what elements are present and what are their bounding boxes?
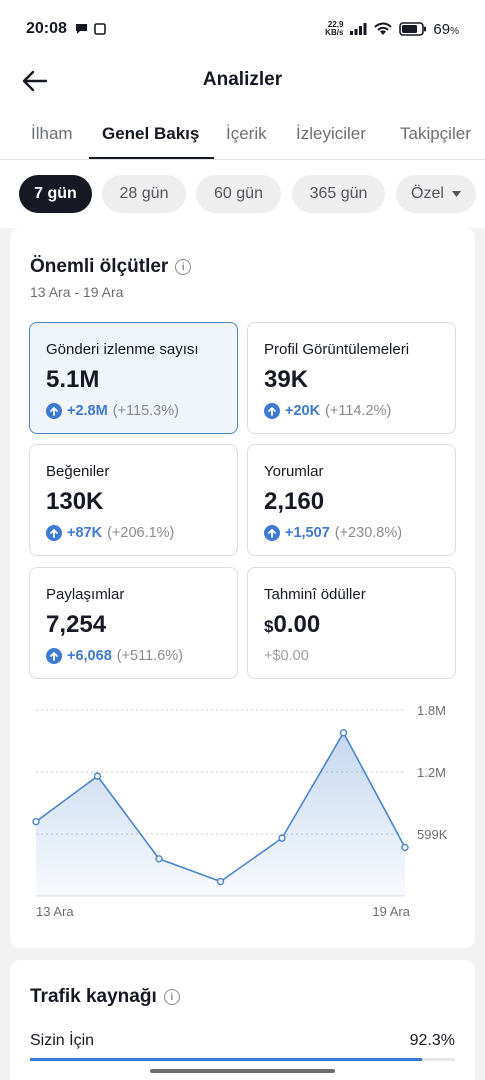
data-point: [339, 729, 348, 737]
metric-value: 130K: [46, 488, 104, 515]
traffic-progress-fill: [30, 1058, 423, 1061]
traffic-source-card: Trafik kaynağı i Sizin İçin 92.3%: [10, 960, 475, 1080]
battery-icon: [399, 22, 427, 36]
arrow-up-icon: [264, 525, 280, 541]
metric-shares[interactable]: Paylaşımlar 7,254 +6,068 (+511.6%): [29, 567, 238, 679]
metric-label: Gönderi izlenme sayısı: [46, 341, 199, 358]
arrow-up-icon: [46, 648, 62, 664]
status-bar: 20:08 22,9 KB/s 69%: [0, 0, 485, 58]
metric-label: Yorumlar: [264, 463, 324, 480]
info-icon[interactable]: i: [163, 989, 180, 1005]
metric-change: +87K (+206.1%): [46, 525, 174, 541]
signal-icon: [350, 23, 367, 35]
filter-365-days[interactable]: 365 gün: [292, 175, 385, 213]
chart-area-fill: [36, 732, 405, 896]
traffic-source-value: 92.3%: [409, 1032, 455, 1049]
page-title: Analizler: [202, 69, 283, 90]
y-tick-label: 599K: [417, 827, 448, 842]
wifi-icon: [374, 22, 393, 35]
x-tick-label: 19 Ara: [372, 904, 410, 919]
data-point: [155, 855, 163, 863]
tab-icerik[interactable]: İçerik: [226, 124, 267, 143]
key-metrics-title: Önemli ölçütler: [30, 256, 169, 277]
info-icon[interactable]: i: [175, 259, 192, 275]
caret-down-icon: [451, 191, 461, 197]
data-point: [401, 843, 409, 852]
date-range: 13 Ara - 19 Ara: [30, 284, 124, 300]
traffic-title: Trafik kaynağı: [30, 986, 157, 1007]
arrow-up-icon: [46, 525, 62, 541]
data-point: [93, 772, 102, 780]
metric-label: Profil Görüntülemeleri: [264, 341, 410, 358]
header: Analizler: [0, 58, 485, 102]
metric-label: Tahminî ödüller: [264, 586, 366, 603]
metric-likes[interactable]: Beğeniler 130K +87K (+206.1%): [29, 444, 238, 556]
key-metrics-header: Önemli ölçütler i: [30, 256, 192, 278]
views-line-chart: 1.8M 1.2M 599K 13 Ara 19 Ara: [32, 703, 448, 919]
filter-60-days[interactable]: 60 gün: [196, 175, 281, 213]
filter-custom-label: Özel: [411, 185, 444, 202]
arrow-up-icon: [46, 403, 62, 419]
traffic-row-for-you: Sizin İçin 92.3%: [30, 1032, 455, 1050]
traffic-header: Trafik kaynağı i: [30, 986, 180, 1008]
net-speed: 22,9 KB/s: [325, 20, 344, 37]
metric-label: Beğeniler: [46, 463, 110, 480]
back-button[interactable]: [18, 64, 52, 98]
arrow-up-icon: [264, 403, 280, 419]
date-filter-bar: 7 gün 28 gün 60 gün 365 gün Özel: [0, 160, 485, 228]
filter-7-days[interactable]: 7 gün: [19, 175, 92, 213]
data-point: [278, 834, 286, 842]
filter-custom[interactable]: Özel: [396, 175, 476, 213]
metric-change: +2.8M (+115.3%): [46, 403, 179, 419]
home-indicator[interactable]: [150, 1069, 335, 1073]
y-tick-label: 1.8M: [417, 703, 446, 718]
metric-change: +$0.00: [264, 648, 309, 664]
metric-estimated-rewards[interactable]: Tahminî ödüller $0.00 +$0.00: [247, 567, 456, 679]
active-tab-indicator: [89, 157, 214, 159]
x-tick-label: 13 Ara: [36, 904, 74, 919]
tab-ilham[interactable]: İlham: [31, 124, 73, 143]
data-point: [216, 877, 225, 886]
tab-bar: İlham Genel Bakış İçerik İzleyiciler Tak…: [0, 102, 485, 160]
data-point: [32, 817, 40, 826]
tab-takipciler[interactable]: Takipçiler: [400, 124, 471, 143]
square-icon: [94, 23, 106, 35]
metric-change: +6,068 (+511.6%): [46, 648, 183, 664]
traffic-progress-bar: [30, 1058, 455, 1061]
filter-28-days[interactable]: 28 gün: [102, 175, 186, 213]
metric-change: +20K (+114.2%): [264, 403, 391, 419]
metric-comments[interactable]: Yorumlar 2,160 +1,507 (+230.8%): [247, 444, 456, 556]
metric-value: $0.00: [264, 611, 321, 638]
key-metrics-card: Önemli ölçütler i 13 Ara - 19 Ara Gönder…: [10, 228, 475, 948]
metric-value: 7,254: [46, 611, 107, 638]
traffic-source-label: Sizin İçin: [30, 1032, 95, 1049]
y-tick-label: 1.2M: [417, 765, 446, 780]
battery-level: 69%: [433, 20, 459, 38]
metric-profile-views[interactable]: Profil Görüntülemeleri 39K +20K (+114.2%…: [247, 322, 456, 434]
metric-value: 39K: [264, 366, 309, 393]
metric-value: 2,160: [264, 488, 325, 515]
metric-post-views[interactable]: Gönderi izlenme sayısı 5.1M +2.8M (+115.…: [29, 322, 238, 434]
metric-change: +1,507 (+230.8%): [264, 525, 402, 541]
status-time: 20:08: [26, 20, 67, 37]
metric-label: Paylaşımlar: [46, 586, 125, 603]
metric-value: 5.1M: [46, 366, 100, 393]
tab-genel-bakis[interactable]: Genel Bakış: [102, 124, 200, 143]
chat-bubble-icon: [75, 24, 87, 34]
arrow-left-icon: [22, 70, 48, 92]
tab-izleyiciler[interactable]: İzleyiciler: [296, 124, 366, 143]
